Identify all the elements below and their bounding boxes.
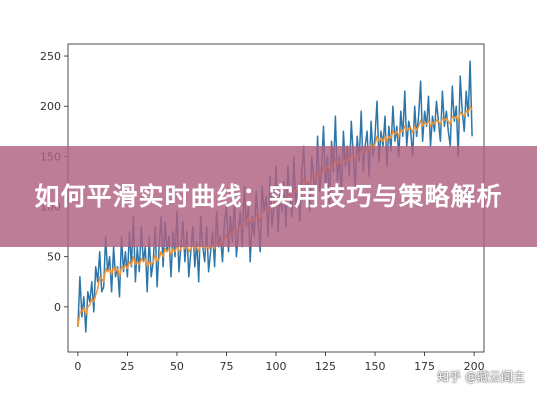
x-tick-label: 150 bbox=[365, 360, 386, 373]
y-tick-label: 0 bbox=[54, 301, 61, 314]
x-tick-label: 200 bbox=[464, 360, 485, 373]
x-tick-label: 100 bbox=[266, 360, 287, 373]
x-tick-label: 0 bbox=[74, 360, 81, 373]
axis-ticks: 0255075100125150175200050100150200250 bbox=[40, 50, 485, 373]
x-tick-label: 50 bbox=[170, 360, 184, 373]
y-tick-label: 250 bbox=[40, 50, 61, 63]
y-tick-label: 50 bbox=[47, 251, 61, 264]
y-tick-label: 200 bbox=[40, 100, 61, 113]
x-tick-label: 75 bbox=[219, 360, 233, 373]
banner-title: 如何平滑实时曲线：实用技巧与策略解析 bbox=[34, 181, 503, 211]
x-tick-label: 25 bbox=[120, 360, 134, 373]
x-tick-label: 125 bbox=[315, 360, 336, 373]
watermark: 知乎 @藏云阁主 bbox=[437, 370, 525, 384]
title-banner: 如何平滑实时曲线：实用技巧与策略解析 bbox=[0, 146, 537, 247]
x-tick-label: 175 bbox=[414, 360, 435, 373]
